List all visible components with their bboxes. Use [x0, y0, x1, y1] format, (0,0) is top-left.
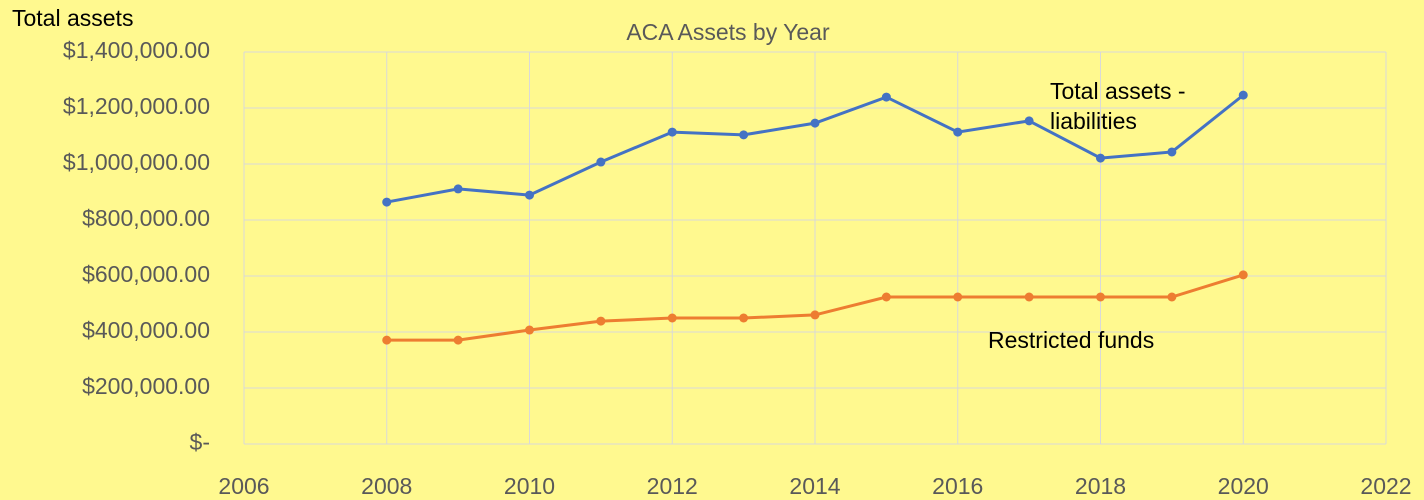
- series-annotation-box: Total assets - liabilities: [1050, 78, 1186, 134]
- point: [453, 335, 463, 345]
- y-tick-label: $1,000,000.00: [63, 149, 210, 175]
- series-annotation: Total assets - liabilities: [1050, 78, 1186, 134]
- x-tick-label: 2014: [789, 473, 840, 499]
- point: [453, 184, 463, 194]
- point: [881, 92, 891, 102]
- point: [1238, 270, 1248, 280]
- x-tick-label: 2022: [1360, 473, 1411, 499]
- point: [1167, 147, 1177, 157]
- point: [525, 190, 534, 200]
- point: [1096, 292, 1105, 302]
- y-tick-label: $200,000.00: [82, 373, 210, 399]
- y-tick-label: $600,000.00: [82, 261, 210, 287]
- x-tick-label: 2016: [932, 473, 983, 499]
- y-tick-label: $800,000.00: [82, 205, 210, 231]
- point: [739, 313, 749, 323]
- series-annotation: Restricted funds: [988, 327, 1154, 353]
- x-tick-label: 2020: [1218, 473, 1269, 499]
- point: [953, 292, 963, 302]
- x-tick-label: 2006: [218, 473, 269, 499]
- y-tick-label: $1,400,000.00: [63, 37, 210, 63]
- point: [1096, 153, 1105, 163]
- point: [1024, 116, 1034, 126]
- point: [1024, 292, 1034, 302]
- y-tick-label: $-: [190, 429, 210, 455]
- point: [881, 292, 891, 302]
- point: [810, 118, 820, 128]
- x-tick-label: 2008: [361, 473, 412, 499]
- x-tick-label: 2012: [647, 473, 698, 499]
- point: [525, 325, 534, 335]
- point: [1238, 90, 1248, 100]
- point: [953, 127, 963, 137]
- point: [667, 127, 677, 137]
- y-tick-label: $400,000.00: [82, 317, 210, 343]
- point: [382, 335, 392, 345]
- x-tick-label: 2010: [504, 473, 555, 499]
- point: [382, 197, 392, 207]
- point: [739, 130, 749, 140]
- point: [596, 157, 606, 167]
- point: [667, 313, 677, 323]
- y-tick-label: $1,200,000.00: [63, 93, 210, 119]
- chart-title: ACA Assets by Year: [626, 19, 830, 45]
- x-tick-label: 2018: [1075, 473, 1126, 499]
- y-axis-label: Total assets: [12, 5, 133, 31]
- point: [1167, 292, 1177, 302]
- point: [596, 316, 606, 326]
- point: [810, 310, 820, 320]
